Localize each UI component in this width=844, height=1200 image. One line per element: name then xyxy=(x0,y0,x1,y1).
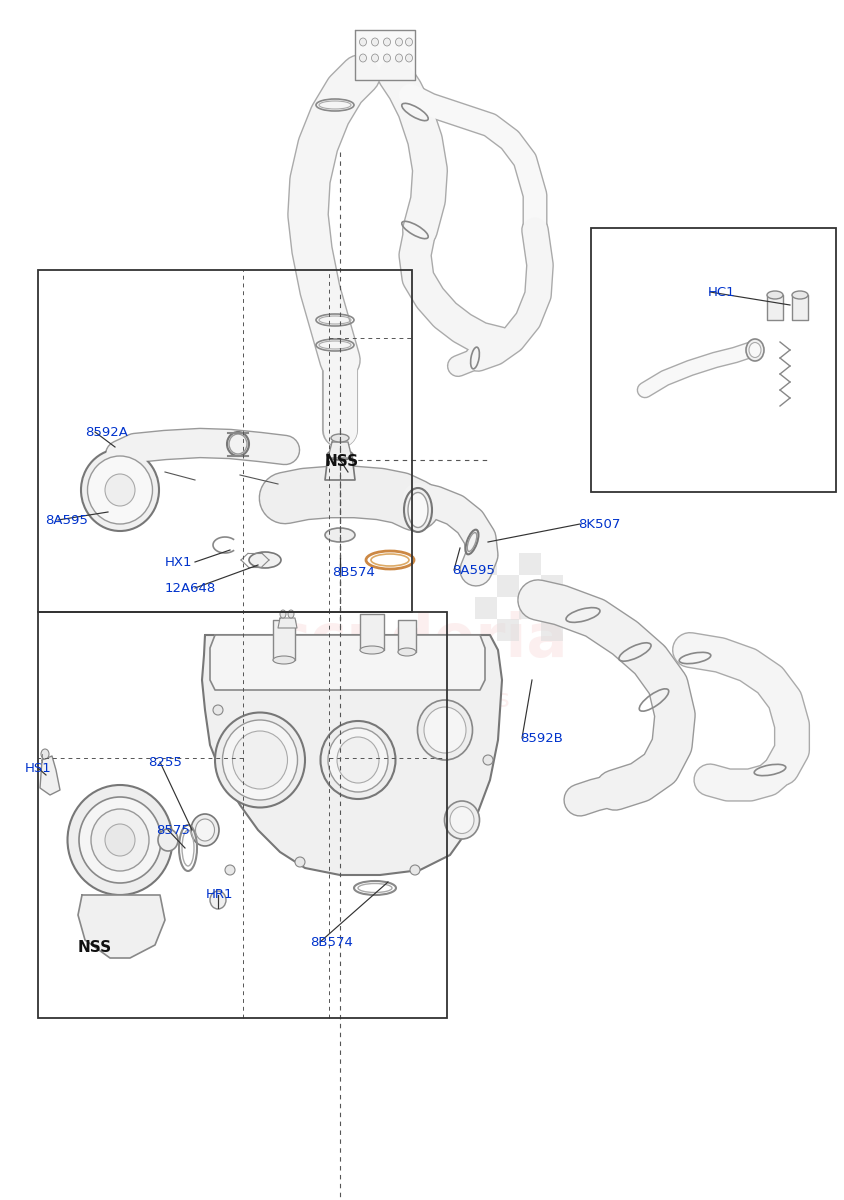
Text: HX1: HX1 xyxy=(165,556,192,569)
Ellipse shape xyxy=(383,54,391,62)
Ellipse shape xyxy=(273,656,295,664)
Ellipse shape xyxy=(249,552,281,568)
Text: 8B574: 8B574 xyxy=(332,565,375,578)
Text: 8B574: 8B574 xyxy=(310,936,353,948)
Polygon shape xyxy=(767,295,783,320)
Polygon shape xyxy=(78,895,165,958)
Text: 8592A: 8592A xyxy=(85,426,128,438)
Text: HS1: HS1 xyxy=(25,762,51,774)
Ellipse shape xyxy=(767,290,783,299)
Ellipse shape xyxy=(325,528,355,542)
Ellipse shape xyxy=(79,797,161,883)
Text: 8575: 8575 xyxy=(156,823,190,836)
Ellipse shape xyxy=(360,646,384,654)
Text: 8592B: 8592B xyxy=(520,732,563,744)
Ellipse shape xyxy=(371,38,378,46)
Text: NSS: NSS xyxy=(78,941,112,955)
Ellipse shape xyxy=(105,824,135,856)
Bar xyxy=(519,553,541,575)
Ellipse shape xyxy=(41,749,49,758)
Text: 8K507: 8K507 xyxy=(578,517,620,530)
Ellipse shape xyxy=(360,38,366,46)
Ellipse shape xyxy=(450,806,474,834)
Polygon shape xyxy=(202,635,502,875)
Bar xyxy=(475,596,497,619)
Ellipse shape xyxy=(295,857,305,866)
Polygon shape xyxy=(355,30,415,80)
Bar xyxy=(475,553,497,575)
Text: NSS: NSS xyxy=(325,455,360,469)
Polygon shape xyxy=(210,635,485,690)
Ellipse shape xyxy=(405,54,413,62)
Text: 8A595: 8A595 xyxy=(452,564,495,576)
Ellipse shape xyxy=(398,648,416,656)
Bar xyxy=(497,619,519,641)
Ellipse shape xyxy=(327,450,353,460)
Bar xyxy=(541,575,563,596)
Ellipse shape xyxy=(404,488,432,532)
Polygon shape xyxy=(398,620,416,652)
Ellipse shape xyxy=(383,38,391,46)
Ellipse shape xyxy=(360,54,366,62)
Polygon shape xyxy=(360,614,384,650)
Ellipse shape xyxy=(483,755,493,766)
Ellipse shape xyxy=(91,809,149,871)
Ellipse shape xyxy=(410,865,420,875)
Ellipse shape xyxy=(371,54,378,62)
Polygon shape xyxy=(325,455,355,480)
Ellipse shape xyxy=(88,456,153,524)
Ellipse shape xyxy=(445,802,479,839)
Text: HC1: HC1 xyxy=(708,286,736,299)
Ellipse shape xyxy=(792,290,808,299)
Ellipse shape xyxy=(396,38,403,46)
Text: 12A648: 12A648 xyxy=(165,582,216,594)
Ellipse shape xyxy=(158,829,178,851)
Ellipse shape xyxy=(749,342,761,358)
Polygon shape xyxy=(792,295,808,320)
Ellipse shape xyxy=(280,610,286,618)
Bar xyxy=(38,612,447,1018)
Ellipse shape xyxy=(105,474,135,506)
Text: scuderia: scuderia xyxy=(275,611,569,670)
Ellipse shape xyxy=(213,704,223,715)
Ellipse shape xyxy=(225,865,235,875)
Ellipse shape xyxy=(321,721,396,799)
Ellipse shape xyxy=(424,707,466,754)
Ellipse shape xyxy=(405,38,413,46)
Ellipse shape xyxy=(81,449,159,530)
Ellipse shape xyxy=(328,728,388,792)
Ellipse shape xyxy=(191,814,219,846)
Bar xyxy=(497,575,519,596)
Ellipse shape xyxy=(337,737,379,782)
Ellipse shape xyxy=(331,434,349,442)
Bar xyxy=(541,619,563,641)
Ellipse shape xyxy=(746,338,764,361)
Ellipse shape xyxy=(232,731,288,790)
Bar xyxy=(38,270,412,612)
Bar xyxy=(591,228,836,492)
Ellipse shape xyxy=(396,54,403,62)
Polygon shape xyxy=(328,442,352,458)
Ellipse shape xyxy=(408,492,428,528)
Ellipse shape xyxy=(210,890,226,910)
Polygon shape xyxy=(273,620,295,660)
Text: HR1: HR1 xyxy=(206,888,234,901)
Ellipse shape xyxy=(196,818,214,841)
Polygon shape xyxy=(40,756,60,794)
Ellipse shape xyxy=(215,713,305,808)
Ellipse shape xyxy=(68,785,172,895)
Text: 8255: 8255 xyxy=(148,756,181,768)
Ellipse shape xyxy=(418,700,473,760)
Ellipse shape xyxy=(223,720,297,800)
Bar xyxy=(519,596,541,619)
Text: c a r   p a r t s: c a r p a r t s xyxy=(334,688,510,712)
Text: 8A595: 8A595 xyxy=(45,514,88,527)
Polygon shape xyxy=(278,618,297,628)
Ellipse shape xyxy=(288,610,294,618)
